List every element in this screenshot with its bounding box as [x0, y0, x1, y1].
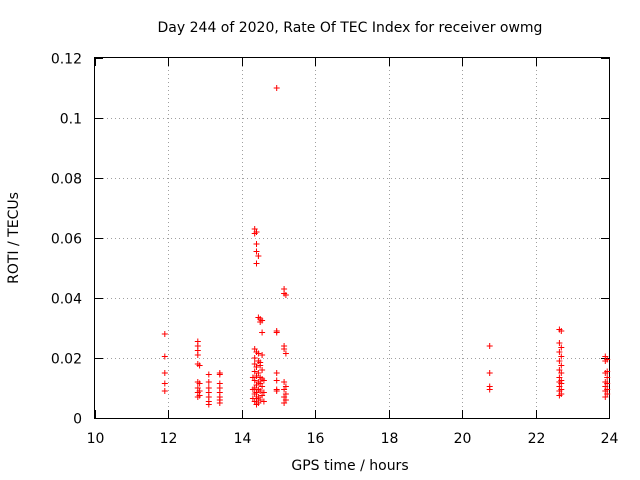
data-point: [249, 395, 256, 402]
x-axis-label: GPS time / hours: [291, 458, 408, 474]
data-point: [161, 370, 168, 376]
data-point: [205, 371, 212, 378]
data-point: [257, 319, 264, 325]
data-point: [281, 400, 288, 406]
data-point: [602, 358, 609, 364]
y-tick-label: 0: [73, 412, 82, 428]
data-point: [253, 364, 260, 370]
data-point: [273, 388, 280, 394]
data-point: [255, 253, 262, 259]
y-axis-label: ROTI / TECUs: [6, 192, 22, 284]
data-points: [161, 85, 611, 408]
data-point: [558, 370, 565, 376]
data-point: [249, 386, 256, 393]
data-point: [556, 340, 563, 346]
data-point: [196, 392, 203, 399]
data-point: [486, 386, 493, 393]
data-point: [282, 350, 289, 357]
data-point: [273, 329, 280, 336]
y-tick-label: 0.02: [51, 352, 82, 368]
data-point: [257, 362, 264, 369]
x-tick-label: 20: [454, 431, 472, 447]
data-point: [161, 331, 168, 337]
x-tick-label: 22: [528, 431, 546, 447]
x-tick-label: 18: [381, 431, 399, 447]
data-point: [161, 353, 168, 360]
data-point: [273, 370, 280, 376]
x-tick-label: 12: [160, 431, 178, 447]
data-point: [556, 392, 563, 399]
data-point: [257, 388, 264, 394]
data-point: [253, 401, 260, 408]
data-point: [282, 292, 289, 298]
data-point: [255, 350, 262, 357]
y-tick-label: 0.08: [51, 172, 82, 188]
y-tick-label: 0.1: [60, 112, 82, 128]
x-tick-label: 16: [307, 431, 325, 447]
data-point: [558, 328, 565, 334]
data-point: [161, 380, 168, 387]
data-point: [558, 344, 565, 351]
data-point: [281, 386, 288, 393]
y-tick-label: 0.12: [51, 52, 82, 68]
data-point: [249, 374, 256, 381]
data-point: [194, 352, 201, 358]
data-point: [602, 394, 609, 400]
data-point: [253, 229, 260, 235]
data-point: [253, 373, 260, 379]
data-point: [216, 400, 223, 406]
data-point: [259, 367, 266, 373]
y-tick-label: 0.04: [51, 292, 82, 308]
data-point: [196, 380, 203, 387]
y-tick-labels: 0 0.02 0.04 0.06 0.08 0.1 0.12: [51, 52, 82, 428]
data-point: [556, 349, 563, 355]
grid-lines: [95, 58, 609, 418]
data-point: [260, 398, 267, 405]
data-point: [205, 401, 212, 408]
data-point: [273, 377, 280, 384]
x-tick-label: 24: [601, 431, 619, 447]
data-point: [259, 352, 266, 358]
data-point: [161, 388, 168, 394]
data-point: [556, 358, 563, 364]
data-point: [251, 355, 258, 361]
x-tick-labels: 10 12 14 16 18 20 22 24: [87, 431, 619, 447]
data-point: [253, 248, 260, 255]
data-point: [251, 368, 258, 375]
data-point: [253, 260, 260, 267]
data-point: [260, 377, 267, 384]
x-tick-label: 14: [234, 431, 252, 447]
data-point: [273, 85, 280, 91]
data-point: [604, 374, 611, 381]
data-point: [259, 329, 266, 336]
data-point: [260, 389, 267, 396]
y-tick-label: 0.06: [51, 232, 82, 248]
x-tick-label: 10: [87, 431, 105, 447]
data-point: [281, 346, 288, 352]
data-point: [558, 362, 565, 369]
data-point: [259, 383, 266, 390]
data-point: [281, 379, 288, 385]
data-point: [253, 241, 260, 247]
chart-title: Day 244 of 2020, Rate Of TEC Index for r…: [158, 20, 543, 36]
data-point: [216, 371, 223, 378]
data-point: [486, 370, 493, 376]
data-point: [486, 343, 493, 349]
data-point: [602, 370, 609, 376]
data-point: [205, 379, 212, 385]
data-point: [558, 353, 565, 360]
plot-frame: [94, 57, 610, 419]
data-point: [251, 391, 258, 397]
data-point: [196, 362, 203, 369]
